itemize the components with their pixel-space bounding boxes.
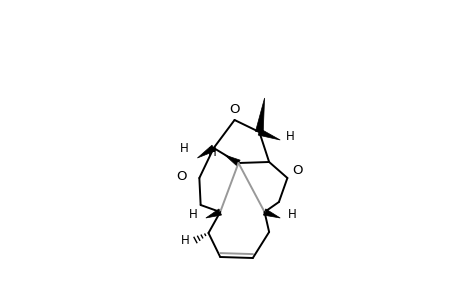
- Polygon shape: [197, 145, 215, 158]
- Polygon shape: [206, 209, 221, 218]
- Text: H: H: [287, 208, 296, 221]
- Polygon shape: [224, 155, 240, 166]
- Text: O: O: [175, 169, 186, 182]
- Polygon shape: [257, 129, 280, 140]
- Text: H: H: [189, 208, 198, 221]
- Text: H: H: [208, 146, 217, 158]
- Text: H: H: [180, 142, 189, 154]
- Text: O: O: [229, 103, 239, 116]
- Polygon shape: [255, 98, 264, 133]
- Polygon shape: [263, 209, 280, 218]
- Text: H: H: [285, 130, 294, 142]
- Text: O: O: [291, 164, 302, 176]
- Text: H: H: [180, 233, 189, 247]
